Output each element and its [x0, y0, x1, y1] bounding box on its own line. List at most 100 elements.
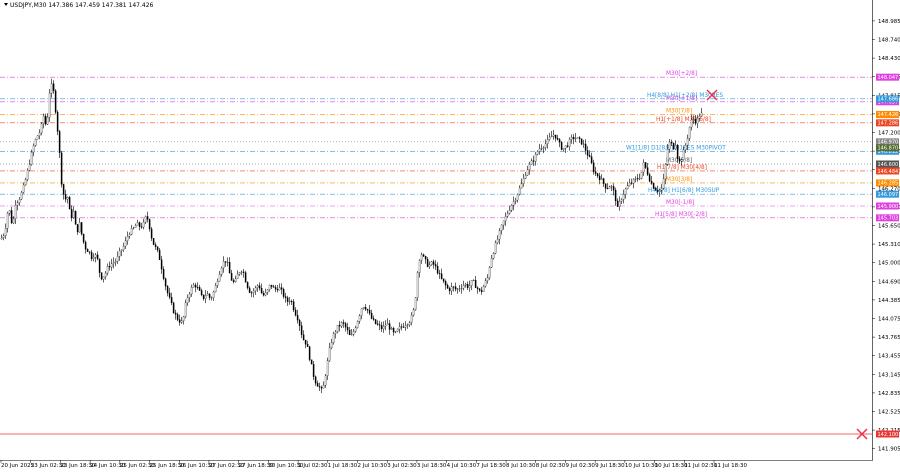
candle-body	[576, 137, 579, 139]
price-badge	[876, 214, 899, 222]
candle-body	[522, 178, 525, 184]
x-tick-label: 27 Jun 02:30	[209, 463, 244, 469]
candle-body	[80, 222, 83, 235]
y-tick-label: 144.690	[878, 279, 900, 285]
candle-body	[276, 289, 279, 291]
candle-body	[566, 145, 569, 147]
candle-body	[664, 164, 667, 180]
candle-body	[232, 280, 235, 283]
candle-body	[132, 227, 135, 229]
candle-body	[324, 375, 327, 386]
candle-body	[544, 143, 547, 148]
candle-body	[10, 210, 13, 224]
candle-body	[358, 315, 361, 322]
candle-body	[18, 199, 21, 203]
candle-body	[432, 261, 435, 265]
x-tick-label: 4 Jul 10:30	[447, 463, 477, 469]
candle-body	[550, 136, 553, 138]
candle-body	[124, 240, 127, 247]
candle-body	[562, 148, 565, 150]
candle-body	[196, 287, 199, 288]
candle-body	[66, 196, 69, 200]
price-badge-text: 146.484	[878, 169, 899, 175]
candle-body	[630, 182, 633, 184]
x-tick-label: 1 Jul 18:30	[328, 463, 358, 469]
candle-body	[32, 145, 35, 153]
candle-body	[194, 284, 197, 288]
candle-body	[518, 187, 521, 195]
candle-body	[290, 301, 293, 303]
candle-body	[106, 266, 109, 274]
candle-body	[92, 257, 95, 260]
collapse-triangle-icon[interactable]	[4, 3, 8, 6]
candle-body	[538, 148, 541, 152]
candle-body	[456, 288, 459, 290]
candle-body	[170, 296, 173, 304]
candle-body	[554, 134, 557, 139]
candle-body	[12, 218, 15, 224]
candle-body	[90, 252, 93, 260]
x-tick-label: 25 Jun 18:30	[150, 463, 185, 469]
candle-body	[368, 310, 371, 314]
candle-body	[130, 228, 133, 235]
candle-body	[34, 139, 37, 146]
candle-body	[386, 323, 389, 326]
candle-body	[58, 131, 61, 154]
candle-body	[684, 144, 687, 151]
y-tick-label: 144.385	[878, 298, 900, 304]
price-badges: 148.047147.637147.686147.424147.286146.9…	[876, 73, 899, 438]
candle-body	[142, 221, 145, 228]
candle-body	[446, 284, 449, 289]
candle-body	[274, 287, 277, 290]
candle-body	[594, 171, 597, 174]
candle-body	[56, 112, 59, 132]
candle-body	[234, 278, 237, 283]
candle-body	[320, 387, 323, 389]
candle-body	[316, 383, 319, 387]
candle-body	[156, 246, 159, 251]
y-tick-label: 143.145	[878, 372, 900, 378]
candle-body	[634, 178, 637, 180]
candle-body	[438, 273, 441, 274]
y-tick-label: 144.075	[878, 317, 900, 323]
candle-body	[112, 262, 115, 264]
candle-body	[584, 143, 587, 151]
candle-body	[24, 179, 27, 186]
candle-body	[246, 282, 249, 289]
candle-body	[72, 211, 75, 218]
candle-body	[268, 284, 271, 290]
candle-body	[286, 297, 289, 302]
candle-body	[38, 132, 41, 136]
price-badge	[876, 160, 899, 168]
candle-body	[678, 158, 681, 162]
price-badge-text: 146.812	[878, 149, 899, 155]
candle-body	[496, 238, 499, 243]
candle-body	[140, 226, 143, 228]
candle-body	[294, 309, 297, 316]
candle-body	[280, 287, 283, 290]
price-badge	[876, 144, 899, 152]
candle-body	[176, 314, 179, 320]
level-label: H4[8/8] H1[+2/8] M30RES	[647, 93, 723, 99]
x-tick-label: 24 Jun 10:30	[90, 463, 125, 469]
candle-body	[378, 324, 381, 326]
candle-body	[222, 261, 225, 269]
candle-body	[50, 83, 53, 94]
candle-body	[698, 115, 701, 119]
candle-body	[138, 222, 141, 227]
candle-body	[178, 319, 181, 323]
y-tick-label: 141.905	[878, 447, 900, 453]
candle-body	[350, 334, 353, 336]
candle-body	[206, 293, 209, 296]
candle-body	[476, 287, 479, 289]
y-tick-label: 148.985	[878, 19, 900, 25]
candle-body	[636, 178, 639, 180]
candle-body	[42, 115, 45, 124]
candle-body	[606, 188, 609, 190]
price-badge-text: 145.703	[878, 216, 899, 222]
candle-body	[62, 184, 65, 195]
candle-body	[22, 184, 25, 193]
